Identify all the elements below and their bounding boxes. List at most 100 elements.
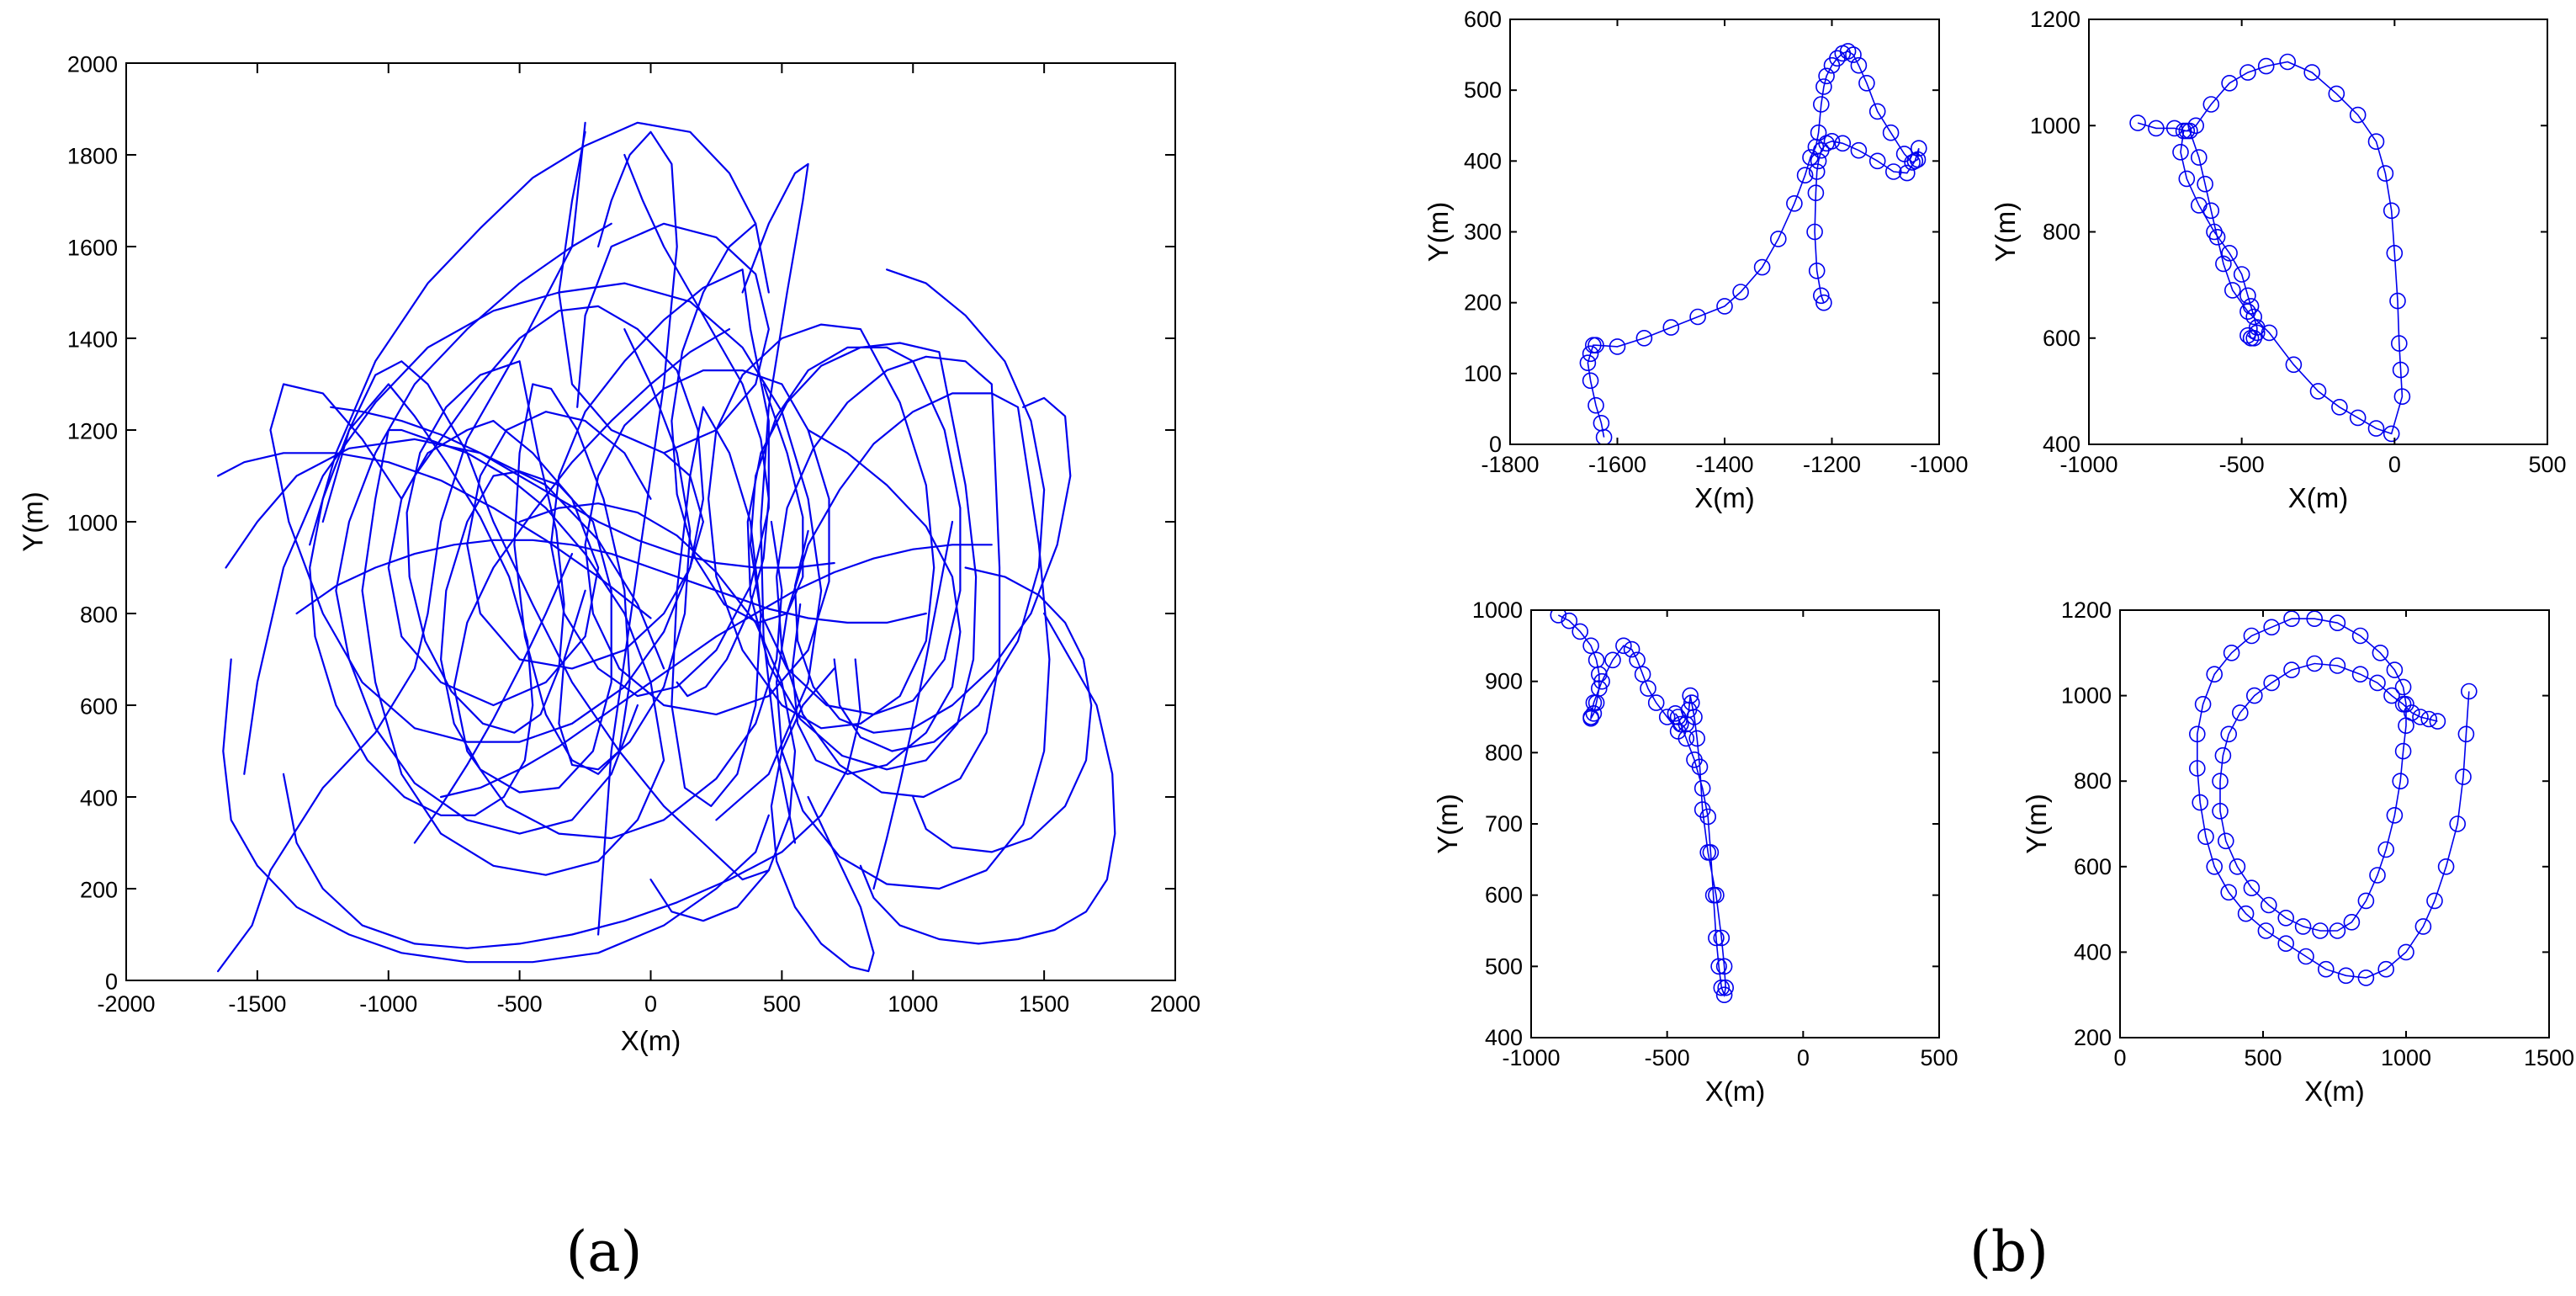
data-point [2343, 914, 2361, 931]
data-point [2367, 420, 2385, 437]
data-point [2221, 75, 2238, 92]
data-point [2212, 802, 2229, 820]
data-point [2306, 610, 2323, 628]
data-point [2197, 828, 2214, 846]
data-point [1717, 979, 1734, 996]
data-point [2351, 627, 2369, 645]
data-point [2329, 614, 2346, 632]
data-point [2329, 657, 2346, 674]
data-point [2197, 175, 2213, 193]
y-tick-label: 500 [1464, 77, 1502, 103]
data-point [2181, 122, 2198, 140]
panel-label-a: (a) [566, 1219, 643, 1284]
data-point [2232, 704, 2249, 721]
series-line-1 [1557, 614, 1727, 998]
data-point [2461, 683, 2478, 700]
series-line-33 [439, 544, 993, 799]
y-axis-title: Y(m) [1990, 202, 2021, 262]
data-point [1686, 709, 1703, 725]
data-point [2233, 266, 2250, 283]
data-point [2242, 298, 2260, 315]
data-point [2277, 910, 2294, 927]
chart-b2-trajectory: -1000 -500 0 500 400 600 800 1000 1200 X(m) Y(m) [1990, 7, 2567, 513]
y-tick-label: 800 [2074, 768, 2112, 794]
data-point [2283, 661, 2300, 678]
data-point [1702, 844, 1720, 861]
data-point [1689, 308, 1706, 326]
data-point [1615, 637, 1632, 655]
y-tick-label: 200 [2074, 1025, 2112, 1050]
data-point [2172, 144, 2189, 161]
data-point [2331, 398, 2348, 416]
data-point [2257, 922, 2275, 939]
data-point [2383, 687, 2400, 704]
data-point [2426, 892, 2443, 910]
series-line-1 [217, 121, 586, 973]
data-point [1593, 672, 1610, 690]
x-tick-label: 1500 [2524, 1045, 2574, 1070]
data-point [2221, 244, 2238, 262]
data-point [2263, 619, 2280, 636]
data-point [2383, 425, 2400, 443]
data-point [2242, 329, 2260, 347]
data-point [1699, 808, 1716, 826]
series-line-18 [741, 162, 809, 844]
y-tick-label: 600 [1464, 7, 1502, 32]
x-tick-label: 1000 [888, 991, 938, 1017]
data-point [1587, 337, 1604, 354]
data-point [1909, 151, 1927, 168]
series-line-38 [217, 452, 652, 619]
data-point [2239, 327, 2256, 344]
y-tick-label: 1000 [2061, 683, 2112, 709]
plot-frame [2088, 19, 2548, 445]
data-point [2349, 409, 2367, 427]
y-tick-label: 400 [80, 785, 118, 810]
series-line-7 [466, 411, 705, 670]
data-point [2220, 725, 2237, 743]
x-tick-label: 500 [1920, 1045, 1958, 1070]
x-tick-label: 500 [763, 991, 801, 1017]
y-tick-label: 2000 [67, 51, 118, 77]
x-tick-label: 2000 [1150, 991, 1201, 1017]
data-point [1579, 354, 1597, 372]
data-point [2386, 806, 2404, 824]
series-line-41 [309, 383, 534, 816]
data-point [2351, 666, 2369, 683]
y-axis-title: Y(m) [2021, 794, 2052, 853]
data-point [1667, 704, 1684, 722]
x-axis-title: X(m) [2304, 1076, 2364, 1107]
x-axis-title: X(m) [2288, 482, 2348, 513]
data-point [2294, 918, 2312, 935]
data-point [1591, 666, 1608, 683]
x-tick-label: -500 [2219, 452, 2265, 477]
data-point [2243, 627, 2261, 645]
y-tick-label: 600 [80, 693, 118, 719]
series-line-16 [439, 470, 612, 794]
data-point [1662, 319, 1680, 336]
data-point [1716, 298, 1733, 315]
x-tick-label: -1000 [359, 991, 417, 1017]
data-point [1808, 163, 1826, 180]
x-axis-title: X(m) [621, 1025, 681, 1056]
data-point [2189, 725, 2206, 743]
data-point [2429, 713, 2446, 730]
x-tick-label: 500 [2244, 1045, 2282, 1070]
x-tick-label: -1000 [2059, 452, 2118, 477]
series-line-1 [2137, 61, 2404, 435]
data-point [2285, 356, 2303, 374]
y-tick-label: 400 [2074, 939, 2112, 964]
series-line-17 [671, 406, 762, 808]
x-tick-label: 500 [2528, 452, 2566, 477]
data-point [1678, 730, 1695, 747]
series-line-4 [596, 130, 678, 936]
data-point [1786, 195, 1803, 212]
chart-b1-trajectory: -1800 -1600 -1400 -1200 -1000 0 100 200 300 400 50… [1423, 7, 1969, 513]
y-tick-label: 1000 [67, 510, 118, 535]
chart-b3-trajectory: -1000 -500 0 500 400 500 600 700 800 900 1000 X(m) Y… [1432, 598, 1959, 1107]
y-tick-label: 700 [1485, 811, 1523, 837]
series-line-29 [912, 566, 1093, 853]
x-tick-label: -500 [1645, 1045, 1690, 1070]
data-point [1635, 329, 1653, 347]
data-point [1810, 152, 1827, 170]
